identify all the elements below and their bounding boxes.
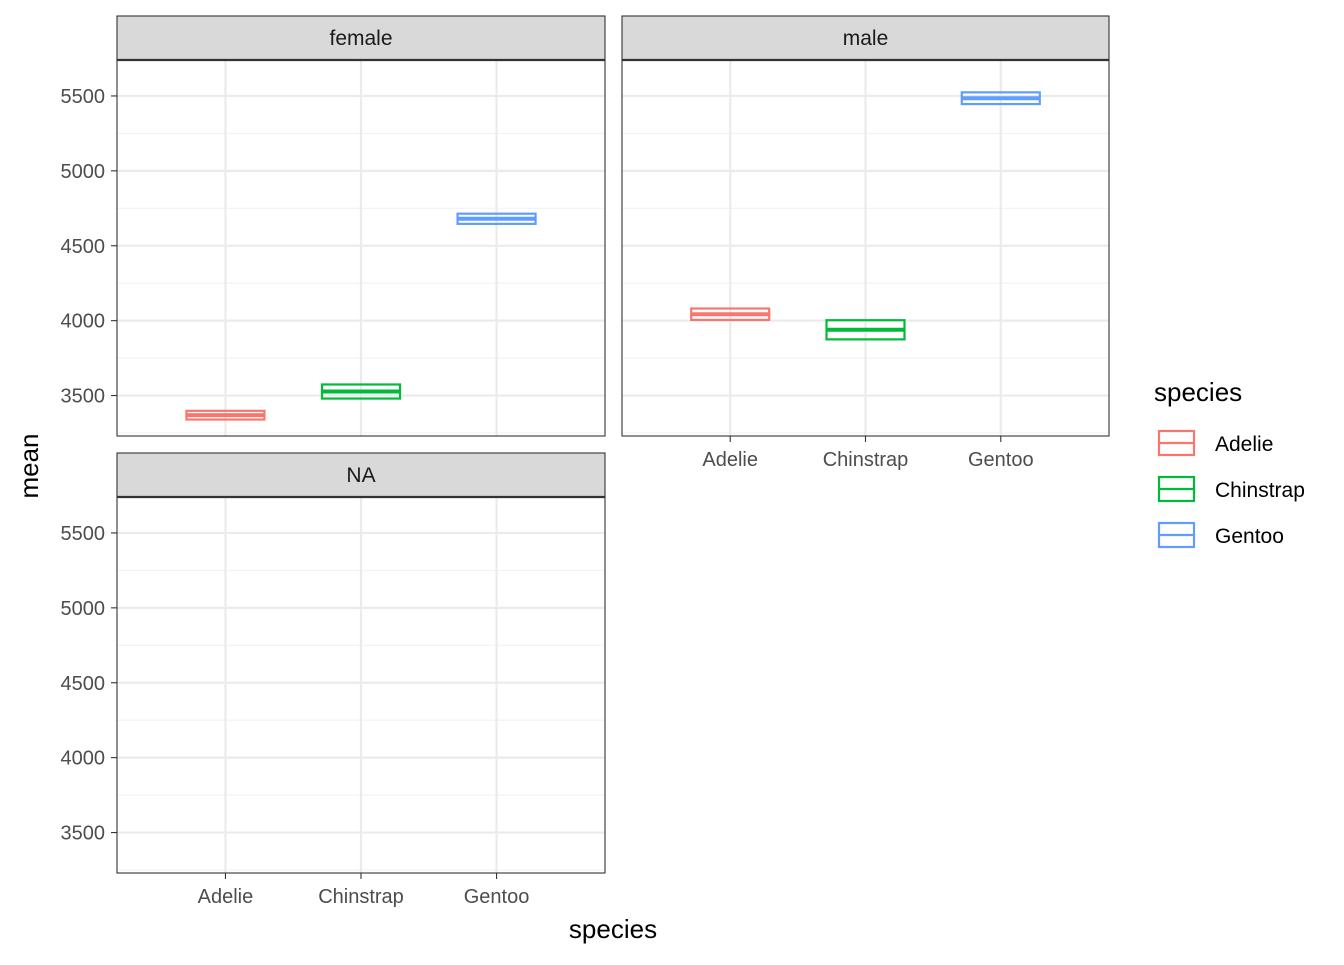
strip-label: NA bbox=[346, 464, 375, 487]
strip-background bbox=[116, 15, 606, 61]
y-axis-title: mean bbox=[14, 433, 44, 498]
y-tick-label: 5000 bbox=[61, 161, 106, 183]
legend-title: species bbox=[1154, 377, 1242, 407]
legend-label: Chinstrap bbox=[1215, 479, 1305, 502]
y-tick-label: 4000 bbox=[61, 748, 106, 770]
y-tick-label: 3500 bbox=[61, 386, 106, 408]
crossbar-adelie bbox=[185, 409, 266, 421]
legend-label: Adelie bbox=[1215, 433, 1273, 456]
y-tick-label: 5000 bbox=[61, 598, 106, 620]
x-tick-label: Adelie bbox=[198, 886, 254, 908]
strip-label: female bbox=[329, 27, 392, 50]
legend-label: Gentoo bbox=[1215, 525, 1284, 548]
y-tick-label: 4500 bbox=[61, 673, 106, 695]
x-tick-label: Chinstrap bbox=[318, 886, 404, 908]
crossbar-adelie bbox=[690, 307, 771, 322]
legend-item-adelie: Adelie bbox=[1157, 429, 1273, 457]
y-tick-label: 5500 bbox=[61, 523, 106, 545]
x-tick-label: Chinstrap bbox=[823, 449, 909, 471]
strip-background bbox=[116, 452, 606, 498]
strip-label: male bbox=[843, 27, 889, 50]
x-tick-label: Gentoo bbox=[968, 449, 1034, 471]
strip-background bbox=[621, 15, 1110, 61]
y-tick-label: 3500 bbox=[61, 823, 106, 845]
y-tick-label: 4000 bbox=[61, 311, 106, 333]
crossbar-gentoo bbox=[456, 212, 537, 225]
legend-item-chinstrap: Chinstrap bbox=[1157, 475, 1305, 503]
legend-item-gentoo: Gentoo bbox=[1157, 521, 1284, 549]
crossbar-gentoo bbox=[960, 91, 1041, 106]
panel-male: male Adelie Chinstrap Gentoo bbox=[621, 15, 1110, 471]
x-tick-label: Adelie bbox=[702, 449, 758, 471]
y-tick-label: 5500 bbox=[61, 86, 106, 108]
x-axis-title: species bbox=[569, 914, 657, 944]
panel-na: NA 3500 4000 4500 5000 5500 Adelie Chinstrap Gen… bbox=[61, 452, 606, 908]
legend: species Adelie Chinstrap Gentoo bbox=[1154, 377, 1305, 549]
panel-female: female 3500 4000 4500 5000 5500 bbox=[61, 15, 606, 437]
x-tick-label: Gentoo bbox=[464, 886, 530, 908]
crossbar-chinstrap bbox=[825, 319, 906, 341]
y-tick-label: 4500 bbox=[61, 236, 106, 258]
crossbar-chinstrap bbox=[320, 383, 402, 400]
